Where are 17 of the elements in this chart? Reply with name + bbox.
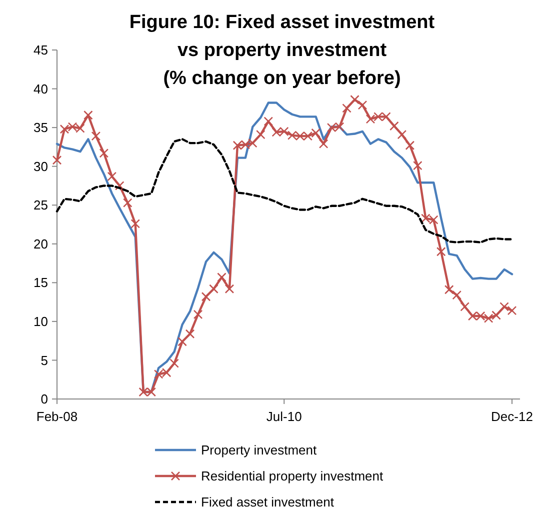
y-tick-label: 45	[34, 42, 48, 58]
x-tick-label: Feb-08	[36, 409, 78, 424]
chart-title: Figure 10: Fixed asset investment vs property investment (% change on year before)	[129, 12, 436, 89]
x-tick-label: Jul-10	[266, 409, 302, 424]
y-tick-label: 35	[34, 120, 48, 136]
y-tick-label: 5	[40, 352, 48, 368]
legend-label: Residential property investment	[201, 468, 384, 484]
y-tick-label: 0	[40, 392, 48, 407]
y-tick-label: 40	[34, 81, 48, 96]
y-tick-label: 30	[34, 158, 48, 174]
legend-label: Fixed asset investment	[201, 494, 334, 510]
legend-label: Property investment	[201, 442, 317, 458]
y-tick-label: 15	[34, 275, 48, 290]
x-tick-label: Dec-12	[491, 409, 533, 424]
y-tick-label: 10	[34, 314, 48, 329]
y-tick-label: 25	[34, 198, 48, 213]
y-tick-label: 20	[34, 236, 48, 252]
